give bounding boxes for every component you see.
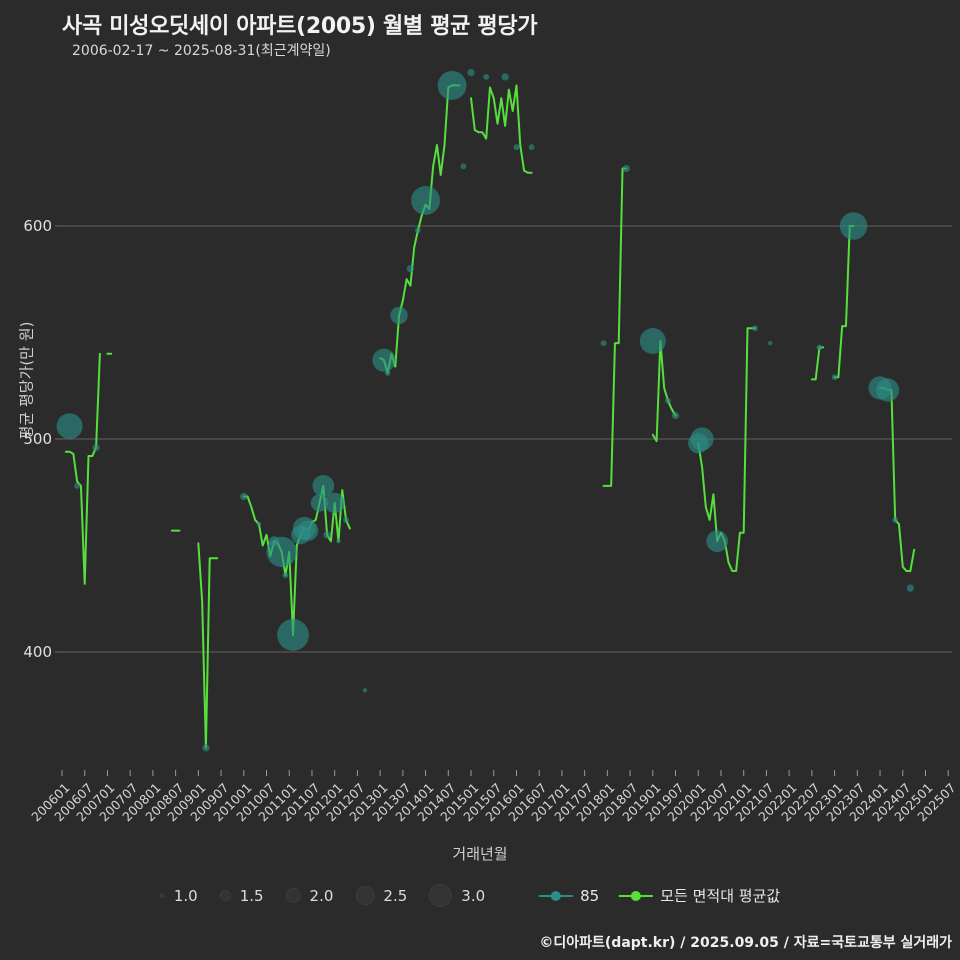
series-point-85 [92,443,100,452]
series-point-85 [310,494,329,512]
series-point-85 [277,619,309,651]
series-point-85 [752,325,759,332]
y-axis-tick-label: 500 [23,430,52,448]
series-point-85 [831,374,838,381]
legend-size-item: 2.5 [355,886,407,905]
series-point-85 [528,144,535,151]
legend-series-label: 85 [580,886,600,905]
series-point-85 [876,378,900,402]
series-point-85 [437,70,467,100]
series-line-average [242,484,351,636]
series-line-average [651,340,677,443]
legend-size-item: 3.0 [429,884,485,907]
page-subtitle: 2006-02-17 ~ 2025-08-31(최근계약일) [72,43,331,59]
series-line-average [833,225,855,379]
series-line-average [379,84,461,374]
legend-size-item: 2.0 [285,886,334,905]
series-point-85 [868,376,892,400]
series-line-average [602,167,628,487]
legend-size-marker [429,884,453,907]
series-point-85 [665,397,671,404]
legend-series-label: 모든 면적대 평균값 [660,887,781,905]
legend-size-marker [355,886,375,905]
series-point-85 [688,433,709,454]
legend-size-marker [159,893,165,898]
series-point-85 [298,520,319,541]
y-axis-title: 평균 평당가(만 원) [17,321,36,440]
series-point-85 [411,185,441,215]
series-point-85 [324,492,345,514]
series-point-85 [892,517,899,523]
legend-series-item[interactable]: 85 [539,887,599,905]
series-point-85 [622,164,630,173]
series-point-85 [266,536,297,568]
series-point-85 [767,340,773,346]
series-point-85 [690,427,714,451]
series-point-85 [460,163,467,170]
series-point-85 [336,539,341,544]
legend-size-item: 1.0 [159,886,198,905]
series-point-85 [343,517,349,523]
legend-size-label: 1.0 [173,886,198,905]
series-point-85 [240,492,248,501]
chart-legend: 1.0 1.5 2.0 2.5 3.0 85 모든 면적대 평균값 [0,884,960,918]
series-point-85 [600,340,607,347]
series-point-85 [291,525,311,545]
legend-size-label: 3.0 [461,886,486,905]
footer-credit: ©디아파트(dapt.kr) / 2025.09.05 / 자료=국토교통부 실… [539,935,952,951]
series-point-85 [312,475,335,497]
series-point-85 [268,536,280,547]
legend-size-label: 2.0 [309,886,334,905]
series-point-85 [706,530,729,553]
series-point-85 [74,482,81,489]
series-point-85 [372,348,396,372]
x-axis-title: 거래년월 [452,845,508,863]
series-point-85 [839,212,868,240]
page-title: 사곡 미성오딧세이 아파트(2005) 월별 평균 평당가 [62,14,538,39]
series-point-85 [671,411,680,420]
series-point-85 [415,227,421,234]
series-point-85 [406,264,415,273]
series-point-85 [384,370,391,376]
series-line-average [197,542,219,749]
series-point-85 [323,531,331,539]
series-line-average [64,352,101,585]
legend-series-marker [539,890,574,902]
y-axis-tick-label: 400 [23,643,52,661]
series-line-average [697,327,757,573]
series-point-85 [256,521,262,527]
series-point-85 [467,68,475,77]
legend-size-label: 2.5 [383,886,408,905]
series-point-85 [483,73,490,80]
series-line-average [470,84,533,174]
series-line-average [879,386,916,573]
series-point-85 [292,516,316,541]
series-line-average [810,346,825,381]
series-point-85 [56,413,83,440]
legend-size-marker [285,888,301,903]
legend-series-marker [619,890,654,902]
series-point-85 [390,306,408,325]
y-axis-tick-label: 600 [23,217,52,235]
series-point-85 [906,584,915,592]
legend-size-item: 1.5 [219,886,264,905]
series-point-85 [282,572,289,579]
legend-size-marker [219,890,231,901]
legend-series-item[interactable]: 모든 면적대 평균값 [619,885,780,906]
series-point-85 [639,328,666,355]
series-point-85 [501,73,509,81]
series-point-85 [202,744,210,752]
series-point-85 [513,144,520,151]
series-point-85 [362,688,368,693]
series-point-85 [816,344,823,351]
legend-size-label: 1.5 [239,886,264,905]
